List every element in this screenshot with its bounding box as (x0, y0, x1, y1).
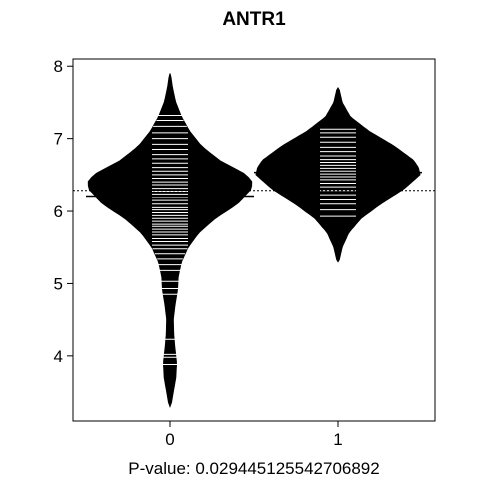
x-axis-label: P-value: 0.029445125542706892 (128, 459, 379, 478)
bean-shape-0 (87, 73, 253, 408)
x-tick-label-1: 1 (333, 430, 342, 449)
bean-shape-1 (255, 87, 421, 263)
y-tick-label-8: 8 (54, 57, 63, 76)
plot-frame (72, 58, 436, 422)
plot-area (73, 73, 435, 408)
chart-title: ANTR1 (222, 9, 286, 30)
y-tick-label-5: 5 (54, 274, 63, 293)
y-tick-label-4: 4 (54, 347, 63, 366)
y-tick-label-6: 6 (54, 202, 63, 221)
y-tick-label-7: 7 (54, 130, 63, 149)
x-tick-label-0: 0 (165, 430, 174, 449)
y-axis: 4 5 6 7 8 (54, 57, 74, 366)
